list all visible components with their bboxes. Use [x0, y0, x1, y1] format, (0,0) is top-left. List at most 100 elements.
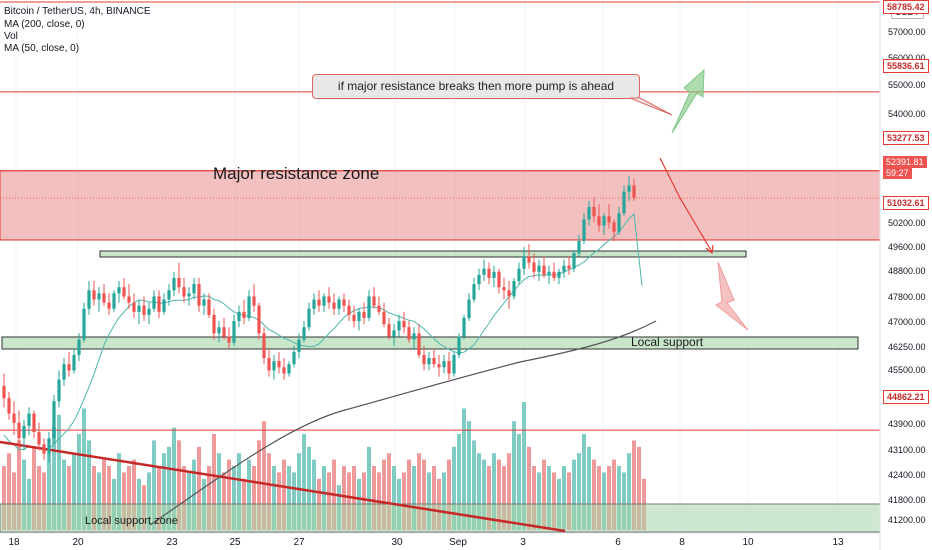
volume-bar [57, 414, 61, 530]
trendline[interactable] [0, 440, 566, 533]
volume-bar [562, 466, 566, 530]
descending-trendline[interactable] [0, 440, 566, 533]
volume-bar [497, 459, 501, 530]
candle [352, 305, 356, 328]
candle-countdown-tag: 59:27 [883, 167, 912, 179]
volume-bar [292, 472, 296, 530]
candle [412, 327, 416, 349]
down-arrow-icon[interactable] [715, 261, 749, 331]
candle [117, 281, 121, 303]
price-tick-label: 50200.00 [888, 218, 926, 228]
candle [407, 321, 411, 343]
volume-bar [252, 466, 256, 530]
price-tick-label: 46250.00 [888, 342, 926, 352]
volume-bar [82, 408, 86, 530]
candle [627, 176, 631, 201]
local-support-label: Local support [631, 335, 704, 349]
candle [292, 345, 296, 368]
candle [512, 277, 516, 300]
volume-bar [622, 472, 626, 530]
candle [197, 277, 201, 312]
volume-bar [282, 459, 286, 530]
price-tick-label: 45500.00 [888, 365, 926, 375]
candle [312, 293, 316, 315]
mid-support-box[interactable] [99, 250, 747, 258]
up-arrow-icon[interactable] [671, 68, 705, 134]
ma200-legend[interactable]: MA (200, close, 0) [4, 19, 85, 30]
volume-bar [517, 434, 521, 530]
candle [232, 314, 236, 346]
projection-arrows[interactable] [659, 68, 749, 331]
candle [632, 179, 636, 201]
candle [317, 290, 321, 312]
candle [247, 290, 251, 322]
candle [607, 203, 611, 229]
volume-bar [77, 434, 81, 530]
candle [47, 432, 51, 463]
zones[interactable] [0, 170, 881, 533]
volume-bar [2, 466, 6, 530]
time-tick-label: 20 [72, 537, 84, 548]
candle [267, 348, 271, 377]
volume-bar [507, 453, 511, 530]
volume-bar [157, 466, 161, 530]
candle [82, 302, 86, 343]
price-tag: 52391.81 [883, 156, 927, 168]
volume-bar [42, 472, 46, 530]
local-support-zone-box[interactable] [1, 336, 859, 350]
volume-bar [272, 466, 276, 530]
candle [482, 259, 486, 282]
vol-legend[interactable]: Vol [4, 31, 18, 42]
volume-bar [492, 453, 496, 530]
volume-bar [32, 446, 36, 530]
candle [612, 219, 616, 241]
volume-bar [447, 459, 451, 530]
volume-bar [107, 466, 111, 530]
volume-bar [327, 472, 331, 530]
candle [567, 256, 571, 275]
volume-bar [342, 466, 346, 530]
volume-bar [257, 440, 261, 530]
candle [152, 290, 156, 312]
candle [217, 321, 221, 343]
candle [142, 296, 146, 322]
volume-bar [577, 453, 581, 530]
time-tick-label: 3 [520, 537, 526, 548]
candle [12, 401, 16, 436]
volume-bar [97, 472, 101, 530]
candle [212, 308, 216, 340]
volume-bars [2, 402, 646, 530]
candle [122, 277, 126, 300]
volume-bar [222, 472, 226, 530]
volume-bar [402, 472, 406, 530]
volume-bar [417, 453, 421, 530]
major-resistance-zone[interactable] [0, 170, 881, 241]
price-tick-label: 49600.00 [888, 242, 926, 252]
volume-bar [537, 472, 541, 530]
price-tick-label: 41800.00 [888, 495, 926, 505]
price-tick-label: 55000.00 [888, 80, 926, 90]
volume-bar [177, 440, 181, 530]
price-tick-label: 48800.00 [888, 266, 926, 276]
candle [87, 281, 91, 315]
candle [367, 290, 371, 322]
volume-bar [637, 446, 641, 530]
candle [222, 318, 226, 340]
candle [472, 277, 476, 303]
volume-bar [52, 427, 56, 530]
candle [527, 244, 531, 269]
volume-bar [627, 453, 631, 530]
down-projection-path[interactable] [659, 157, 713, 253]
candle [302, 321, 306, 343]
volume-bar [187, 472, 191, 530]
volume-bar [587, 446, 591, 530]
candle [572, 250, 576, 272]
candle [277, 351, 281, 374]
price-tag: 53277.53 [883, 131, 929, 145]
ma50-legend[interactable]: MA (50, close, 0) [4, 43, 80, 54]
volume-bar [632, 440, 636, 530]
callout-box[interactable]: if major resistance breaks then more pum… [312, 74, 640, 99]
volume-bar [522, 402, 526, 530]
